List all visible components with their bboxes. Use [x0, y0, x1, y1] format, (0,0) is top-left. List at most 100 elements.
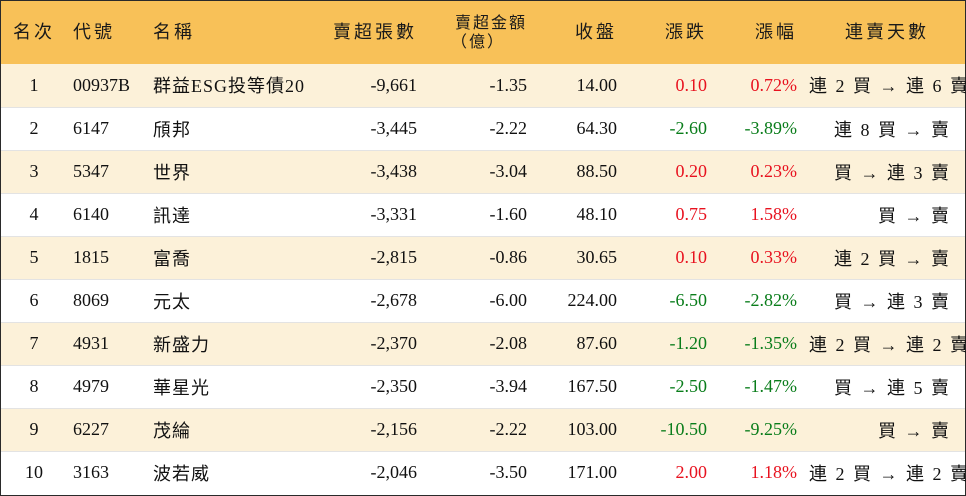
cell-sell-volume: -2,046 — [370, 462, 418, 483]
cell-change: -10.50 — [629, 408, 719, 452]
cell-close: 224.00 — [539, 279, 629, 323]
table-row: 6 8069 元太 -2,678 -6.00 224.00 -6.50 -2.8… — [1, 279, 965, 323]
cell-rank: 2 — [1, 107, 67, 151]
cell-change: 0.75 — [629, 193, 719, 237]
table-row: 7 4931 新盛力 -2,370 -2.08 87.60 -1.20 -1.3… — [1, 322, 966, 366]
cell-sell-amount: -3.50 — [489, 462, 528, 483]
cell-rank: 7 — [1, 322, 67, 366]
cell-change: -6.50 — [629, 279, 719, 323]
cell-sell-volume: -3,445 — [319, 107, 429, 151]
cell-code: 6227 — [67, 408, 147, 452]
cell-change-pct: -1.47% — [719, 365, 809, 409]
cell-name: 富喬 — [147, 236, 319, 280]
cell-change: 0.10 — [629, 236, 719, 280]
table-row: 10 3163 波若威 -2,046 -3.50 171.00 2.00 1.1… — [1, 451, 966, 494]
header-sell-volume: 賣超張數 — [333, 22, 417, 42]
cell-sell-amount: -6.00 — [429, 279, 539, 323]
cell-sell-volume: -9,661 — [319, 64, 429, 108]
header-change-pct: 漲幅 — [755, 22, 797, 42]
cell-change-pct: 1.18% — [750, 462, 798, 483]
cell-sell-amount: -1.35 — [429, 64, 539, 108]
cell-code: 1815 — [67, 236, 147, 280]
cell-days: 連 2 買 → 賣 — [809, 236, 965, 280]
cell-close: 103.00 — [539, 408, 629, 452]
header-code: 代號 — [73, 22, 115, 42]
cell-days: 連 8 買 → 賣 — [809, 107, 965, 151]
header-name: 名稱 — [153, 22, 195, 42]
cell-days: 連 2 買 → 連 6 賣 — [809, 64, 966, 108]
cell-change: 0.10 — [629, 64, 719, 108]
table-row: 2 6147 頎邦 -3,445 -2.22 64.30 -2.60 -3.89… — [1, 107, 965, 151]
header-close: 收盤 — [575, 22, 617, 42]
cell-sell-volume: -3,438 — [319, 150, 429, 194]
header-sell-amount-line1: 賣超金額 — [454, 14, 527, 32]
table-row: 9 6227 茂綸 -2,156 -2.22 103.00 -10.50 -9.… — [1, 408, 965, 452]
cell-rank: 4 — [1, 193, 67, 237]
table-row: 1 00937B 群益ESG投等債20 -9,661 -1.35 14.00 0… — [1, 64, 966, 108]
cell-code: 6140 — [67, 193, 147, 237]
cell-close: 14.00 — [539, 64, 629, 108]
cell-sell-amount: -3.04 — [429, 150, 539, 194]
cell-change: -2.50 — [629, 365, 719, 409]
cell-code: 3163 — [73, 462, 109, 483]
table-row: 4 6140 訊達 -3,331 -1.60 48.10 0.75 1.58% … — [1, 193, 965, 237]
header-sell-amount-line2: （億） — [450, 33, 505, 51]
cell-days: 買 → 連 3 賣 — [809, 150, 965, 194]
cell-name: 訊達 — [147, 193, 319, 237]
cell-code: 4931 — [67, 322, 147, 366]
cell-close: 167.50 — [539, 365, 629, 409]
cell-code: 4979 — [67, 365, 147, 409]
cell-days: 買 → 賣 — [809, 193, 965, 237]
cell-name: 華星光 — [147, 365, 319, 409]
cell-sell-amount: -2.22 — [429, 107, 539, 151]
cell-change-pct: 0.72% — [719, 64, 809, 108]
cell-close: 64.30 — [539, 107, 629, 151]
cell-close: 87.60 — [539, 322, 629, 366]
header-days: 連賣天數 — [845, 22, 929, 42]
cell-code: 5347 — [67, 150, 147, 194]
cell-name: 世界 — [147, 150, 319, 194]
cell-close: 30.65 — [539, 236, 629, 280]
cell-change-pct: -2.82% — [719, 279, 809, 323]
cell-sell-volume: -2,678 — [319, 279, 429, 323]
cell-days: 買 → 連 3 賣 — [809, 279, 965, 323]
cell-name: 茂綸 — [147, 408, 319, 452]
cell-rank: 9 — [1, 408, 67, 452]
cell-change: -2.60 — [629, 107, 719, 151]
cell-change: 0.20 — [629, 150, 719, 194]
table-row: 8 4979 華星光 -2,350 -3.94 167.50 -2.50 -1.… — [1, 365, 965, 409]
header-rank: 名次 — [13, 22, 55, 42]
cell-code: 00937B — [67, 64, 147, 108]
cell-days: 連 2 買 → 連 2 賣 — [809, 322, 966, 366]
cell-change: -1.20 — [629, 322, 719, 366]
cell-sell-volume: -2,815 — [319, 236, 429, 280]
cell-close: 48.10 — [539, 193, 629, 237]
header-change: 漲跌 — [665, 22, 707, 42]
cell-code: 6147 — [67, 107, 147, 151]
cell-rank: 5 — [1, 236, 67, 280]
cell-days: 連 2 買 → 連 2 賣 — [809, 463, 966, 484]
cell-sell-volume: -2,156 — [319, 408, 429, 452]
cell-change-pct: 0.23% — [719, 150, 809, 194]
cell-sell-amount: -3.94 — [429, 365, 539, 409]
cell-sell-amount: -2.22 — [429, 408, 539, 452]
cell-name: 新盛力 — [147, 322, 319, 366]
cell-rank: 1 — [1, 64, 67, 108]
table-row: 3 5347 世界 -3,438 -3.04 88.50 0.20 0.23% … — [1, 150, 965, 194]
cell-name: 元太 — [147, 279, 319, 323]
cell-sell-amount: -1.60 — [429, 193, 539, 237]
cell-days: 買 → 連 5 賣 — [809, 365, 965, 409]
cell-sell-volume: -2,350 — [319, 365, 429, 409]
cell-change-pct: 0.33% — [719, 236, 809, 280]
cell-sell-volume: -2,370 — [319, 322, 429, 366]
cell-name: 波若威 — [153, 463, 210, 484]
table-row: 5 1815 富喬 -2,815 -0.86 30.65 0.10 0.33% … — [1, 236, 965, 280]
cell-days: 買 → 賣 — [809, 408, 965, 452]
cell-rank: 8 — [1, 365, 67, 409]
cell-sell-amount: -0.86 — [429, 236, 539, 280]
cell-rank: 6 — [1, 279, 67, 323]
cell-name: 頎邦 — [147, 107, 319, 151]
cell-change-pct: -3.89% — [719, 107, 809, 151]
